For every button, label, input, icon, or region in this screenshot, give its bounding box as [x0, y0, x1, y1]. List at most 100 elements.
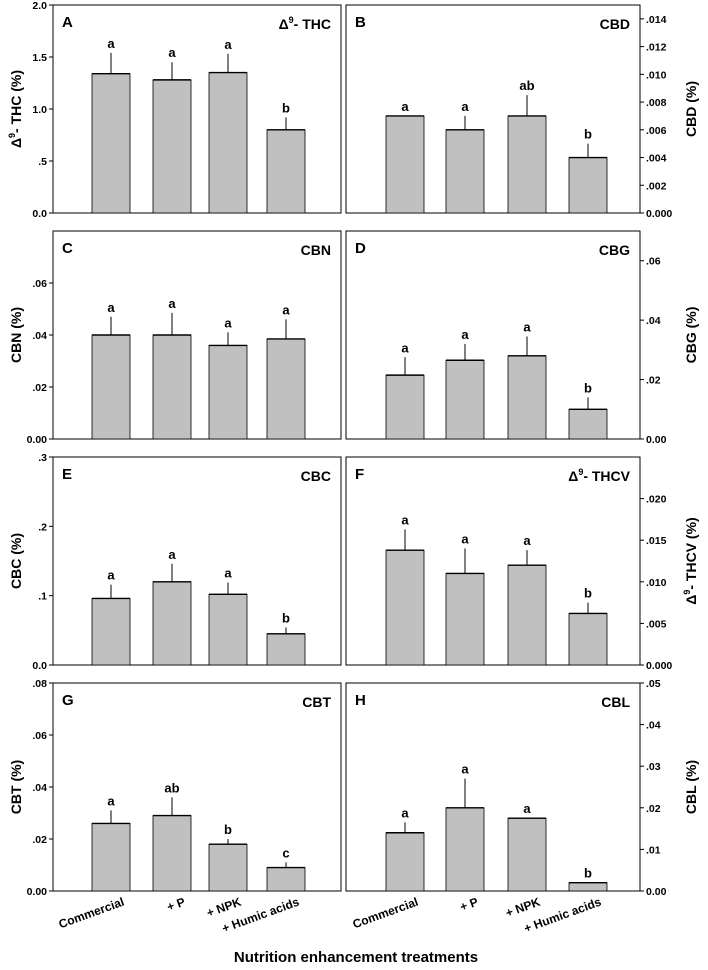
panel-frame	[345, 4, 641, 214]
significance-letter: ab	[164, 780, 179, 795]
panel-letter: H	[355, 692, 366, 709]
y-tick-label: .5	[38, 156, 47, 168]
significance-letter: a	[461, 762, 469, 777]
bar	[568, 613, 608, 666]
panel-e: 0.0 .1 .2 .3 CBC (%) E CBC a a a b	[8, 452, 342, 672]
bar	[152, 334, 192, 440]
significance-letter: a	[401, 340, 409, 355]
y-tick-label: .06	[32, 730, 47, 742]
bar	[152, 815, 192, 892]
y-tick-label: 0.00	[646, 886, 667, 898]
significance-letter: a	[107, 36, 115, 51]
significance-letter: a	[523, 801, 531, 816]
bar	[507, 564, 547, 666]
y-tick-label: .010	[646, 577, 667, 589]
significance-letter: a	[401, 805, 409, 820]
significance-letter: a	[523, 533, 531, 548]
bar	[266, 338, 306, 440]
y-tick-label: .006	[646, 125, 667, 137]
bar	[266, 633, 306, 666]
bar	[507, 115, 547, 214]
panel-title: CBC	[301, 468, 331, 484]
significance-letter: b	[584, 127, 592, 142]
y-tick-label: .03	[646, 761, 661, 773]
y-tick-label: 0.0	[32, 660, 47, 672]
bar	[568, 157, 608, 214]
panel-b: 0.000 .002 .004 .006 .008 .010 .012 .014 CBD (%)…	[345, 4, 699, 220]
y-tick-label: .005	[646, 618, 667, 630]
significance-letter: b	[282, 611, 290, 626]
y-tick-label: 1.0	[32, 104, 47, 116]
y-tick-label: 1.5	[32, 52, 47, 64]
panel-g: 0.00 .02 .04 .06 .08 CBT (%) G CBT a ab b c Commerci…	[8, 678, 342, 936]
panel-letter: C	[62, 240, 73, 257]
significance-letter: b	[584, 866, 592, 881]
significance-letter: a	[168, 45, 176, 60]
y-tick-label: .04	[646, 315, 661, 327]
bar	[507, 355, 547, 440]
bar	[266, 867, 306, 892]
y-tick-label: .06	[32, 278, 47, 290]
significance-letter: a	[461, 327, 469, 342]
panel-a: 0.0 .5 1.0 1.5 2.0 Δ9- THC (%) A Δ9- THC a a a b	[7, 0, 342, 220]
y-tick-label: 0.000	[646, 208, 672, 220]
bar	[208, 344, 248, 440]
bar	[266, 129, 306, 214]
y-tick-label: .014	[646, 14, 667, 26]
bar	[152, 79, 192, 214]
significance-letter: a	[461, 99, 469, 114]
y-tick-label: .02	[646, 375, 661, 387]
x-axis-title: Nutrition enhancement treatments	[234, 949, 478, 966]
significance-letter: a	[107, 300, 115, 315]
y-axis-label: CBN (%)	[8, 307, 24, 363]
bar	[445, 359, 485, 440]
y-tick-label: .02	[32, 834, 47, 846]
y-tick-label: .02	[32, 382, 47, 394]
y-tick-label: .008	[646, 97, 667, 109]
panel-f: 0.000 .005 .010 .015 .020 Δ9- THCV (%) F Δ9- TH…	[345, 456, 699, 672]
bar	[208, 593, 248, 666]
significance-letter: c	[282, 845, 289, 860]
panel-frame	[345, 456, 641, 666]
panel-letter: G	[62, 692, 74, 709]
significance-letter: b	[282, 100, 290, 115]
y-tick-label: .08	[32, 678, 47, 690]
y-tick-label: .010	[646, 69, 667, 81]
bar	[507, 817, 547, 892]
panel-letter: F	[355, 466, 364, 483]
panel-frame	[52, 456, 342, 666]
bar	[91, 823, 131, 892]
panel-title: CBL	[601, 694, 630, 710]
panel-letter: A	[62, 14, 73, 31]
panel-title: CBG	[599, 242, 630, 258]
panel-title: CBT	[302, 694, 331, 710]
y-tick-label: .01	[646, 844, 661, 856]
significance-letter: a	[401, 512, 409, 527]
y-axis-label: CBD (%)	[683, 81, 699, 137]
y-tick-label: .04	[32, 330, 47, 342]
significance-letter: a	[107, 568, 115, 583]
y-tick-label: .015	[646, 535, 667, 547]
panel-letter: D	[355, 240, 366, 257]
bar	[385, 549, 425, 666]
significance-letter: b	[584, 380, 592, 395]
category-label: Commercial	[57, 895, 126, 932]
significance-letter: b	[584, 586, 592, 601]
bar	[445, 573, 485, 666]
y-axis-label: CBG (%)	[683, 307, 699, 364]
bar	[91, 334, 131, 440]
y-tick-label: .004	[646, 153, 667, 165]
y-axis-label: CBL (%)	[683, 760, 699, 814]
bar	[568, 882, 608, 892]
panel-title: Δ9- THC	[279, 15, 331, 32]
bar	[91, 73, 131, 214]
significance-letter: a	[224, 37, 232, 52]
y-tick-label: .002	[646, 180, 667, 192]
significance-letter: a	[523, 319, 531, 334]
significance-letter: a	[168, 296, 176, 311]
y-tick-label: 0.00	[27, 886, 48, 898]
significance-letter: a	[401, 99, 409, 114]
bar	[91, 598, 131, 666]
panel-d: 0.00 .02 .04 .06 CBG (%) D CBG a a a b	[345, 230, 699, 446]
